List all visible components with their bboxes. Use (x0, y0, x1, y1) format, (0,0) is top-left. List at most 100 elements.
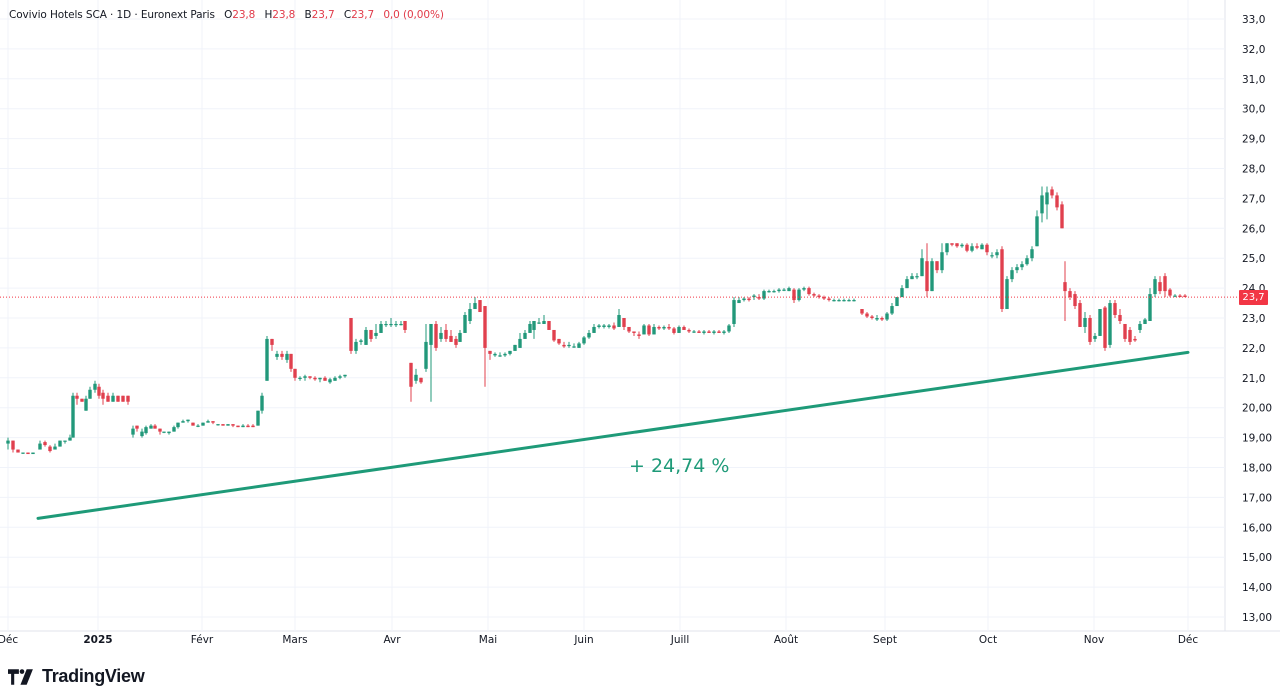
price-axis[interactable]: 33,032,031,030,029,028,027,026,025,024,0… (1242, 14, 1272, 624)
candle-up (140, 431, 144, 437)
candle-down (717, 331, 721, 333)
price-tick-label: 28,0 (1242, 164, 1265, 176)
trendline[interactable] (36, 350, 1190, 520)
candle-up (1035, 216, 1039, 247)
close-label: C (343, 9, 352, 21)
candle-down (870, 316, 874, 318)
candle-down (221, 424, 225, 426)
candle-up (498, 355, 502, 357)
candle-down (632, 331, 636, 333)
candle-down (612, 325, 616, 329)
symbol-name[interactable]: Covivio Hotels SCA (9, 9, 107, 21)
candle-down (323, 377, 327, 381)
candle-down (1128, 329, 1132, 342)
candle-down (552, 329, 556, 341)
candle-down (106, 395, 110, 402)
candle-up (216, 424, 220, 426)
candle-up (88, 389, 92, 399)
candle-down (627, 326, 631, 332)
candle-up (186, 419, 190, 422)
candlestick-series (6, 186, 1187, 455)
candle-down (935, 261, 939, 271)
candle-up (144, 427, 148, 434)
candle-down (449, 335, 453, 342)
price-tick-label: 29,0 (1242, 134, 1265, 146)
candle-up (93, 383, 97, 390)
candle-up (1148, 294, 1152, 321)
candle-down (955, 243, 959, 247)
candle-up (1045, 192, 1049, 205)
candle-up (201, 422, 205, 426)
candle-up (837, 300, 841, 302)
candle-down (454, 338, 458, 345)
candle-up (712, 331, 716, 333)
candle-down (403, 320, 407, 330)
candle-down (135, 425, 139, 429)
candle-up (537, 322, 541, 324)
price-tick-label: 30,0 (1242, 104, 1265, 116)
time-tick-label: Déc (0, 634, 18, 646)
candle-down (16, 449, 20, 453)
trendline-segment (36, 350, 1190, 520)
candle-up (518, 338, 522, 348)
candle-up (727, 325, 731, 332)
candle-up (181, 421, 185, 423)
candle-up (945, 243, 949, 253)
separator: · (110, 9, 117, 21)
candle-up (1098, 309, 1102, 336)
low-label: B (304, 9, 312, 21)
time-tick-label: Juin (573, 634, 593, 646)
candle-up (354, 341, 358, 351)
price-tick-label: 16,00 (1242, 522, 1272, 534)
candle-up (767, 291, 771, 293)
price-tick-label: 32,0 (1242, 44, 1265, 56)
candle-down (444, 329, 448, 339)
close-value: 23,7 (351, 9, 375, 21)
tradingview-logo[interactable]: TradingView (8, 666, 145, 687)
candle-up (587, 332, 591, 338)
candle-up (414, 374, 418, 381)
candle-down (657, 326, 661, 329)
candle-down (48, 446, 52, 452)
candle-up (1040, 195, 1044, 214)
candle-up (389, 323, 393, 326)
candle-down (965, 244, 969, 251)
candle-up (752, 295, 756, 298)
candle-down (687, 329, 691, 332)
candle-up (597, 325, 601, 327)
candle-up (607, 325, 611, 327)
candle-up (875, 318, 879, 320)
time-axis[interactable]: Déc 2025 Févr Mars Avr Mai Juin Juill Août Sept Oc… (0, 634, 1198, 646)
price-tick-label: 33,0 (1242, 14, 1265, 26)
candle-down (672, 328, 676, 333)
candle-down (153, 425, 157, 429)
candle-up (53, 446, 57, 450)
price-tick-label: 21,0 (1242, 373, 1265, 385)
candle-up (1010, 270, 1014, 280)
time-tick-label: Sept (873, 634, 897, 646)
candle-up (318, 377, 322, 380)
time-tick-label: Déc (1178, 634, 1199, 646)
candle-down (246, 425, 250, 428)
candle-down (1123, 323, 1127, 339)
candle-down (289, 353, 293, 369)
candle-up (503, 353, 507, 356)
open-value: 23,8 (232, 9, 256, 21)
candle-down (1133, 338, 1137, 341)
interval[interactable]: 1D (116, 9, 132, 21)
candle-down (647, 325, 651, 335)
candle-up (542, 320, 546, 324)
candle-up (260, 395, 264, 411)
time-tick-label: Mai (479, 634, 497, 646)
candle-up (176, 422, 180, 428)
candle-up (737, 300, 741, 304)
candle-up (6, 440, 10, 444)
candle-up (702, 331, 706, 333)
candle-up (995, 252, 999, 256)
candle-up (1020, 264, 1024, 268)
candle-down (1113, 303, 1117, 316)
price-tick-label: 19,00 (1242, 433, 1272, 445)
candle-up (303, 376, 307, 378)
candle-up (692, 331, 696, 333)
